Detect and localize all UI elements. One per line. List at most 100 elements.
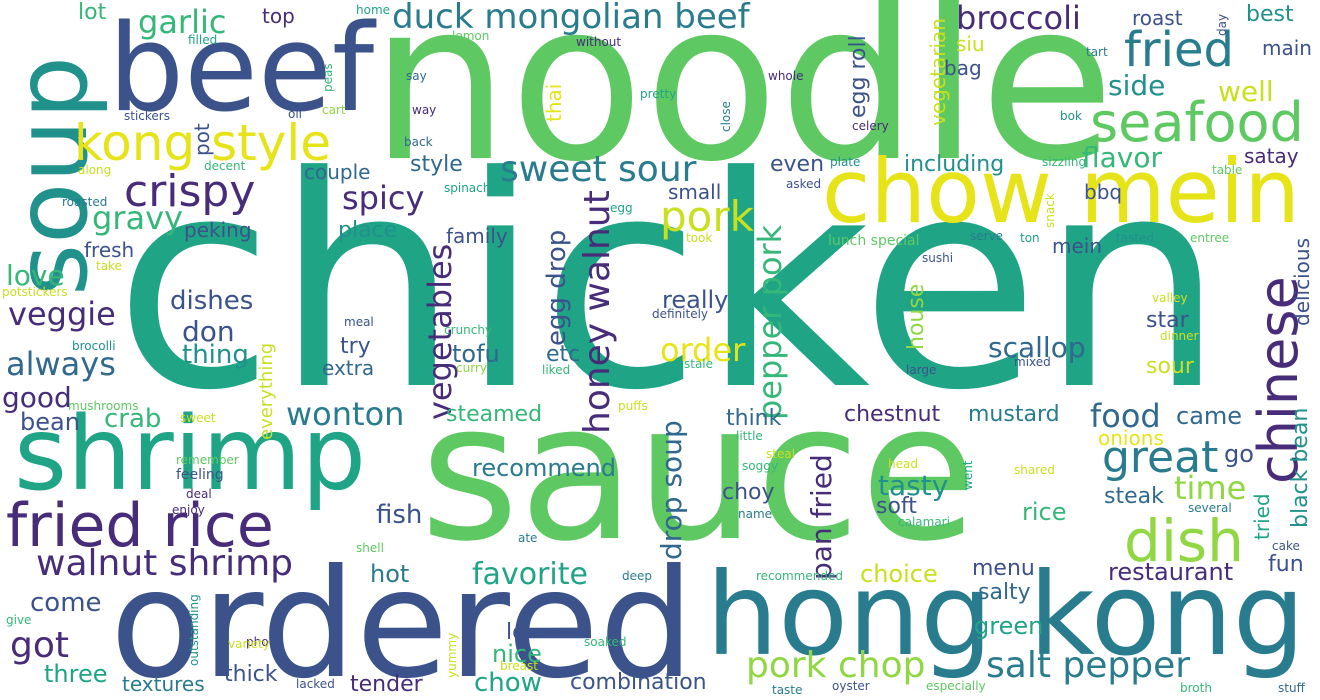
word-order: order bbox=[660, 331, 746, 369]
word-pho: pho bbox=[246, 635, 269, 649]
word-egg-roll: egg roll bbox=[846, 35, 871, 118]
word-hong-kong: hong kong bbox=[706, 548, 1306, 681]
word-siu: siu bbox=[956, 32, 985, 56]
word-place: place bbox=[338, 218, 398, 243]
word-side: side bbox=[1108, 69, 1166, 102]
word-good: good bbox=[2, 381, 72, 414]
word-small: small bbox=[668, 180, 722, 204]
word-soggy: soggy bbox=[742, 459, 778, 473]
word-say: say bbox=[406, 69, 427, 83]
word-lacked: lacked bbox=[296, 677, 335, 691]
word-fish: fish bbox=[376, 500, 423, 530]
word-beef: beef bbox=[108, 0, 375, 139]
word-combination: combination bbox=[570, 670, 707, 695]
word-celery: celery bbox=[852, 119, 889, 133]
word-deal: deal bbox=[186, 487, 212, 501]
word-choice: choice bbox=[860, 560, 938, 588]
word-stickers: stickers bbox=[124, 109, 170, 123]
word-roasted: roasted bbox=[62, 195, 108, 209]
word-fried: fried bbox=[1124, 22, 1234, 78]
word-main: main bbox=[1262, 36, 1312, 60]
word-breast: breast bbox=[500, 659, 538, 673]
word-onions: onions bbox=[1098, 426, 1164, 450]
word-lemon: lemon bbox=[452, 29, 490, 43]
word-name: name bbox=[738, 507, 773, 521]
word-noodle: noodle bbox=[370, 0, 1115, 210]
word-taste: taste bbox=[772, 683, 803, 697]
word-cart: cart bbox=[322, 103, 346, 117]
word-table: table bbox=[1212, 163, 1243, 177]
word-well: well bbox=[1218, 75, 1274, 108]
word-filled: filled bbox=[188, 33, 218, 47]
word-ate: ate bbox=[518, 531, 538, 545]
word-love: love bbox=[6, 259, 65, 292]
word-peas: peas bbox=[321, 63, 335, 92]
word-mein: mein bbox=[1052, 234, 1103, 258]
word-think: think bbox=[726, 406, 782, 431]
word-stuff: stuff bbox=[1278, 681, 1305, 695]
word-liked: liked bbox=[542, 363, 571, 377]
word-meal: meal bbox=[344, 315, 374, 329]
word-extra: extra bbox=[322, 356, 375, 380]
word-bok: bok bbox=[1060, 109, 1082, 123]
word-always: always bbox=[6, 345, 116, 383]
word-satay: satay bbox=[1244, 144, 1299, 168]
word-plate: plate bbox=[830, 155, 861, 169]
word-puffs: puffs bbox=[618, 399, 648, 413]
word-chow: chow bbox=[474, 668, 542, 698]
word-everything: everything bbox=[256, 342, 277, 440]
word-thing: thing bbox=[182, 340, 249, 370]
word-give: give bbox=[6, 613, 32, 627]
word-drop-soup: drop soup bbox=[655, 420, 688, 560]
word-steamed: steamed bbox=[446, 402, 543, 427]
word-gravy: gravy bbox=[92, 199, 183, 237]
word-entree: entree bbox=[1190, 231, 1230, 245]
word-tender: tender bbox=[350, 672, 423, 697]
word-pork: pork bbox=[660, 192, 754, 241]
word-restaurant: restaurant bbox=[1108, 558, 1234, 586]
word-great: great bbox=[1102, 432, 1219, 483]
word-kong-style: kong style bbox=[74, 114, 331, 172]
word-tart: tart bbox=[1086, 45, 1108, 59]
word-fried-rice: fried rice bbox=[6, 491, 274, 561]
word-nice: nice bbox=[492, 640, 542, 668]
word-seafood: seafood bbox=[1090, 91, 1304, 154]
word-took: took bbox=[686, 231, 713, 245]
word-broccoli: broccoli bbox=[956, 0, 1081, 37]
word-serve: serve bbox=[970, 229, 1004, 243]
word-take: take bbox=[96, 259, 122, 273]
word-go: go bbox=[1224, 440, 1254, 468]
word-best: best bbox=[1246, 2, 1294, 27]
word-food: food bbox=[1090, 397, 1161, 435]
word-shell: shell bbox=[356, 541, 384, 555]
word-several: several bbox=[1188, 501, 1232, 515]
word-textures: textures bbox=[122, 672, 205, 696]
word-along: along bbox=[78, 163, 112, 177]
word-yummy: yummy bbox=[445, 632, 459, 678]
word-delicious: delicious bbox=[1290, 238, 1314, 326]
word-egg-drop: egg drop bbox=[542, 229, 572, 346]
word-definitely: definitely bbox=[652, 307, 709, 321]
word-especially: especially bbox=[926, 679, 986, 693]
word-recommended: recommended bbox=[756, 569, 843, 583]
word-menu: menu bbox=[972, 556, 1035, 581]
word-scallop: scallop bbox=[988, 331, 1086, 364]
word-snack: snack bbox=[1043, 193, 1057, 228]
word-way: way bbox=[412, 103, 437, 117]
word-including: including bbox=[904, 152, 1005, 177]
word-valley: valley bbox=[1152, 291, 1188, 305]
word-thai: thai bbox=[542, 83, 566, 122]
word-chow-mein: chow mein bbox=[822, 140, 1301, 243]
word-bag: bag bbox=[944, 56, 982, 80]
word-mustard: mustard bbox=[968, 402, 1060, 427]
word-broth: broth bbox=[1180, 681, 1212, 695]
word-thick: thick bbox=[224, 662, 278, 687]
word-outstanding: outstanding bbox=[187, 594, 201, 666]
word-close: close bbox=[719, 101, 733, 132]
word-head: head bbox=[888, 457, 918, 471]
word-salty: salty bbox=[978, 580, 1031, 605]
word-house: house bbox=[904, 283, 929, 350]
word-potstickers: potstickers bbox=[2, 285, 68, 299]
word-brocolli: brocolli bbox=[72, 339, 116, 353]
